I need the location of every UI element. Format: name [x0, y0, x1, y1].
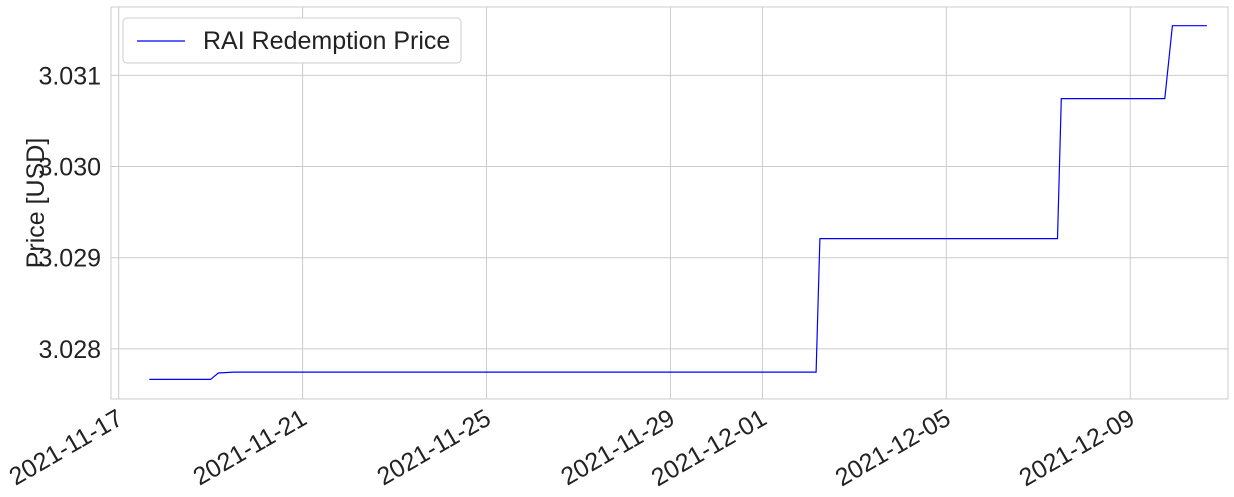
series-line — [149, 25, 1207, 380]
x-tick-label: 2021-12-09 — [1015, 404, 1140, 492]
plot-frame — [110, 6, 1229, 400]
y-tick-label: 3.029 — [38, 245, 101, 273]
y-tick-label: 3.030 — [38, 154, 101, 182]
legend-box — [122, 17, 462, 64]
y-tick-label: 3.031 — [38, 62, 101, 90]
legend: RAI Redemption Price — [122, 17, 462, 64]
x-tick-label: 2021-11-25 — [372, 404, 495, 491]
series-lines — [149, 25, 1207, 380]
x-tick-label: 2021-11-21 — [188, 404, 311, 491]
x-tick-label: 2021-11-17 — [5, 404, 128, 491]
y-axis-label: Price [USD] — [22, 138, 50, 269]
x-tick-label: 2021-12-05 — [831, 404, 956, 492]
y-tick-label: 3.028 — [38, 336, 101, 364]
legend-label: RAI Redemption Price — [203, 27, 450, 55]
tick-labels: 2021-11-17 2021-11-21 2021-11-25 2021-11-29… — [5, 62, 1140, 492]
grid-lines — [111, 7, 1228, 399]
